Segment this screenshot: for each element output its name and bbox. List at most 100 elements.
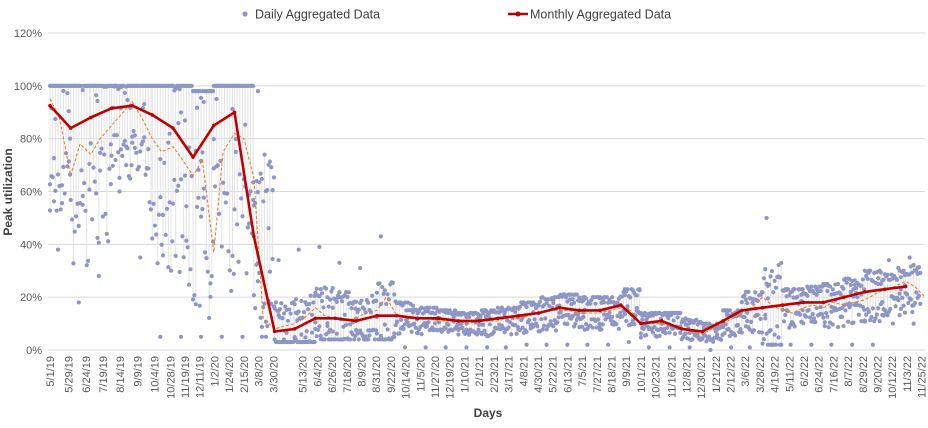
daily-point-low <box>367 333 372 338</box>
daily-point-mid <box>299 332 304 337</box>
daily-point-low <box>897 312 902 318</box>
daily-point-low <box>227 268 232 273</box>
daily-point-low <box>352 337 357 342</box>
daily-point-low <box>103 211 108 216</box>
daily-point-mid <box>618 310 623 316</box>
x-tick-label: 10/28/19 <box>165 356 177 399</box>
daily-point-high <box>593 301 598 306</box>
daily-aggregated-points <box>47 83 923 353</box>
daily-point-low <box>749 319 754 324</box>
daily-point-low <box>768 327 773 333</box>
daily-point-mid <box>765 296 771 301</box>
x-tick-label: 2/12/22 <box>725 356 737 393</box>
daily-point-low <box>90 217 95 222</box>
daily-point-mid <box>671 318 676 323</box>
daily-point-low <box>760 341 765 346</box>
daily-point-mid <box>182 118 188 123</box>
daily-point-low <box>334 331 339 336</box>
x-tick-label: 1/24/20 <box>224 356 236 393</box>
daily-point-max <box>846 276 851 281</box>
daily-point-min <box>362 337 367 342</box>
daily-point-low <box>840 314 845 319</box>
monthly-point <box>130 103 135 108</box>
daily-point-low <box>392 334 397 339</box>
daily-point-low <box>846 319 851 324</box>
monthly-point <box>211 123 216 128</box>
daily-point-low <box>170 201 176 206</box>
daily-point-low <box>317 324 322 329</box>
y-axis-title: Peak utilization <box>1 148 15 235</box>
x-tick-label: 5/13/20 <box>298 356 310 393</box>
y-tick-label: 0% <box>26 345 42 357</box>
daily-point-low <box>168 268 174 273</box>
x-tick-label: 3/17/21 <box>504 356 516 393</box>
daily-point-mid <box>214 96 219 102</box>
daily-point-low <box>826 325 831 330</box>
daily-point-low <box>481 322 486 327</box>
daily-point-low <box>229 288 234 293</box>
daily-point-max <box>215 83 220 88</box>
daily-point-mid <box>65 91 70 96</box>
x-tick-label: 7/5/21 <box>577 356 589 387</box>
daily-point-low <box>455 322 460 327</box>
daily-point-low <box>239 196 244 201</box>
daily-point-min <box>219 334 224 339</box>
daily-point-max <box>704 321 709 326</box>
daily-point-low <box>722 331 727 336</box>
daily-point-low <box>876 306 881 311</box>
x-tick-label: 6/26/20 <box>327 356 339 393</box>
daily-point-low <box>230 253 235 258</box>
daily-point-low <box>258 315 263 320</box>
daily-point-mid <box>502 312 507 317</box>
daily-point-low <box>761 337 767 342</box>
x-tick-label: 4/8/21 <box>518 356 530 387</box>
daily-point-min <box>687 345 692 350</box>
daily-point-low <box>822 323 827 329</box>
daily-point-max <box>481 308 486 313</box>
daily-point-mid <box>284 330 289 335</box>
daily-point-mid <box>304 329 309 334</box>
daily-point-low <box>206 315 212 321</box>
daily-point-max <box>642 310 648 316</box>
daily-point-low <box>86 258 91 263</box>
x-tick-label: 2/1/21 <box>474 356 486 387</box>
daily-point-low <box>131 128 136 134</box>
daily-point-low <box>251 293 256 298</box>
daily-point-low <box>355 331 360 336</box>
daily-point-min <box>321 337 326 342</box>
daily-point-mid <box>263 319 269 324</box>
daily-point-high <box>300 315 305 320</box>
daily-point-min <box>747 345 752 350</box>
daily-point-high <box>911 262 916 268</box>
monthly-point <box>313 316 318 321</box>
daily-point-mid <box>855 294 860 300</box>
daily-point-low <box>866 309 871 314</box>
x-tick-label: 7/16/22 <box>828 356 840 393</box>
daily-point-low <box>638 335 644 340</box>
daily-point-low <box>156 212 162 217</box>
monthly-point <box>477 319 481 323</box>
daily-point-low <box>738 327 743 332</box>
daily-point-low <box>848 302 853 307</box>
daily-point-low <box>864 312 869 317</box>
daily-point-high <box>478 313 483 318</box>
daily-point-low <box>785 309 791 314</box>
daily-point-max <box>825 281 830 287</box>
daily-point-min <box>870 342 875 347</box>
daily-point-high <box>622 293 627 298</box>
daily-point-mid <box>98 150 103 155</box>
daily-point-low <box>166 265 171 270</box>
daily-point-high <box>860 277 865 282</box>
daily-point-low <box>113 157 118 163</box>
daily-point-low <box>544 327 549 332</box>
daily-point-high <box>513 309 518 314</box>
daily-point-high <box>189 83 194 88</box>
daily-point-low <box>147 200 152 205</box>
daily-point-min <box>280 339 285 345</box>
daily-point-low <box>506 325 511 330</box>
daily-point-low <box>482 328 487 333</box>
daily-point-high <box>340 299 345 304</box>
daily-point-low <box>539 317 544 322</box>
daily-point-low <box>779 342 784 347</box>
daily-point-min <box>198 334 204 339</box>
